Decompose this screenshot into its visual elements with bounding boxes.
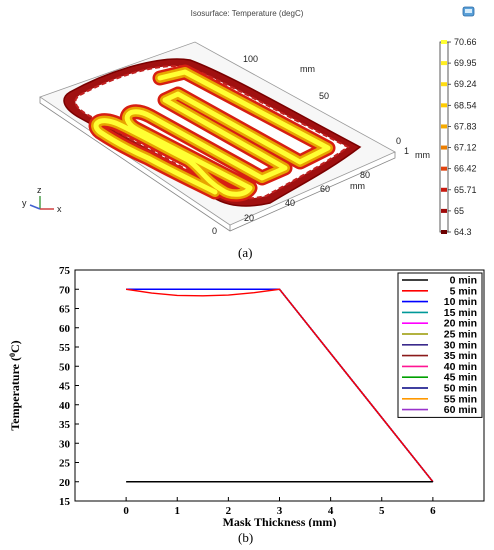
colorbar-tick-label: 65.71 <box>454 185 477 195</box>
x-tick-60: 60 <box>320 184 330 194</box>
legend-label: 60 min <box>444 404 477 416</box>
colorbar-tick-label: 68.54 <box>454 100 477 110</box>
legend-label: 50 min <box>444 383 477 395</box>
colorbar-frame <box>439 41 449 233</box>
colorbar-band <box>441 103 447 108</box>
y-tick-label: 55 <box>59 342 71 354</box>
panel-label-a: (a) <box>238 245 253 260</box>
colorbar-tick-label: 69.95 <box>454 58 477 68</box>
isosurface-figure: Isosurface: Temperature (degC) 100 mm 50… <box>0 0 494 260</box>
legend-label: 10 min <box>444 296 477 308</box>
panel-label-b: (b) <box>238 530 254 545</box>
isosurface-title: Isosurface: Temperature (degC) <box>190 9 304 18</box>
y-tick-label: 30 <box>59 438 71 450</box>
x-tick-label: 4 <box>328 505 334 517</box>
colorbar-band <box>441 82 447 87</box>
y-tick-label: 15 <box>59 496 71 508</box>
colorbar-tick-label: 65 <box>454 206 464 216</box>
colorbar-band <box>441 187 447 192</box>
window-icon <box>462 6 475 17</box>
y-tick-label: 65 <box>59 304 71 316</box>
y-tick-0: 0 <box>396 136 401 146</box>
x-tick-40: 40 <box>285 198 295 208</box>
y-axis-title-main: Temperature ( <box>8 357 22 431</box>
axis-triad: z x y <box>22 185 62 214</box>
y-axis: 15 20 25 30 35 40 45 50 55 60 65 70 75 <box>59 265 79 508</box>
colorbar-tick-label: 64.3 <box>454 227 472 237</box>
legend-label: 25 min <box>444 329 477 341</box>
colorbar-tick-label: 67.12 <box>454 143 477 153</box>
colorbar-band <box>441 124 447 129</box>
y-axis-title: Temperature (0C) <box>8 340 23 430</box>
series-layer <box>126 288 434 483</box>
legend-label: 40 min <box>444 361 477 373</box>
x-axis-unit: mm <box>350 181 365 191</box>
triad-x-label: x <box>57 204 62 214</box>
y-tick-label: 50 <box>59 361 71 373</box>
colorbar-band <box>441 208 447 213</box>
colorbar-tick-label: 67.83 <box>454 121 477 131</box>
colorbar-band <box>441 61 447 66</box>
x-tick-label: 3 <box>277 505 283 517</box>
x-tick-label: 1 <box>175 505 181 517</box>
x-tick-label: 6 <box>430 505 436 517</box>
colorbar-tick-label: 70.66 <box>454 37 477 47</box>
legend-label: 0 min <box>450 275 477 287</box>
x-tick-label: 2 <box>226 505 232 517</box>
x-axis-title: Mask Thickness (mm) <box>223 515 337 527</box>
x-tick-label: 5 <box>379 505 385 517</box>
x-axis: 0 1 2 3 4 5 6 <box>123 497 436 517</box>
z-axis-unit: mm <box>415 150 430 160</box>
y-axis-title-unit: C) <box>8 340 22 353</box>
y-tick-100: 100 <box>243 54 258 64</box>
legend-label: 30 min <box>444 339 477 351</box>
y-tick-50: 50 <box>319 91 329 101</box>
y-tick-label: 35 <box>59 419 71 431</box>
x-tick-80: 80 <box>360 170 370 180</box>
colorbar: 70.66 69.95 69.24 68.54 67.83 67.12 66.42 65.71… <box>439 37 477 237</box>
y-tick-label: 45 <box>59 381 71 393</box>
legend-label: 15 min <box>444 307 477 319</box>
y-tick-label: 20 <box>59 477 71 489</box>
legend-label: 45 min <box>444 372 477 384</box>
x-tick-0: 0 <box>212 226 217 236</box>
y-tick-label: 70 <box>59 284 71 296</box>
series-line-5-min <box>126 288 434 483</box>
y-tick-label: 60 <box>59 323 71 335</box>
legend-label: 5 min <box>450 285 477 297</box>
legend-label: 55 min <box>444 393 477 405</box>
legend-label: 20 min <box>444 318 477 330</box>
z-tick-1: 1 <box>404 146 409 156</box>
isosurface-plot: 100 mm 50 0 1 mm 80 mm 60 40 20 0 z x y … <box>22 6 477 237</box>
triad-z-label: z <box>37 185 42 195</box>
colorbar-band <box>441 230 447 234</box>
colorbar-tick-label: 66.42 <box>454 164 477 174</box>
y-tick-label: 40 <box>59 400 71 412</box>
x-tick-20: 20 <box>244 213 254 223</box>
colorbar-tick-label: 69.24 <box>454 79 477 89</box>
y-tick-label: 25 <box>59 458 71 470</box>
y-axis-title-sup: 0 <box>8 353 17 357</box>
x-tick-label: 0 <box>123 505 129 517</box>
colorbar-band <box>441 166 447 171</box>
colorbar-band <box>441 40 447 44</box>
colorbar-band <box>441 145 447 150</box>
y-axis-unit: mm <box>300 64 315 74</box>
serpentine-channel <box>88 64 336 202</box>
legend-label: 35 min <box>444 350 477 362</box>
y-tick-label: 75 <box>59 265 71 277</box>
triad-y-label: y <box>22 198 27 208</box>
